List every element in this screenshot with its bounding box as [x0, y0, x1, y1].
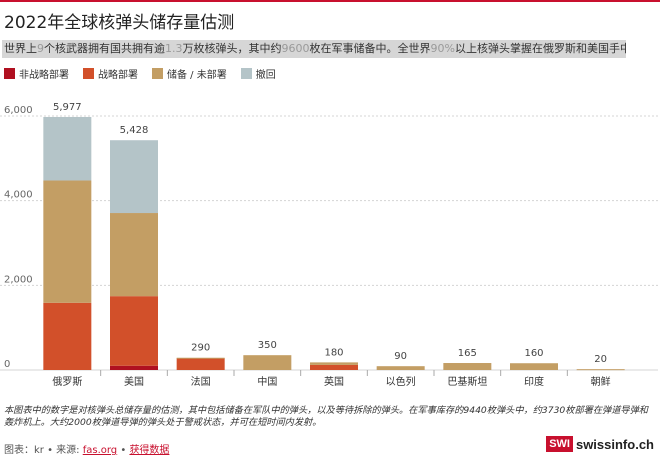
x-tick-label: 英国 — [324, 375, 344, 388]
subtitle-part: 以上核弹头掌握在俄罗斯和美国手中。 — [454, 42, 626, 55]
legend-swatch — [152, 68, 163, 79]
subtitle-part: 枚在军事储备中。全世界 — [309, 42, 431, 55]
x-tick-label: 美国 — [124, 375, 144, 388]
bar-segment — [43, 180, 92, 303]
bar-segment — [43, 302, 92, 370]
legend-item: 撤回 — [240, 66, 276, 81]
chart-subtitle: 世界上9个核武器拥有国共拥有逾1.3万枚核弹头，其中约9600枚在军事储备中。全… — [2, 40, 626, 58]
total-label: 20 — [594, 354, 607, 365]
x-tick-label: 印度 — [524, 375, 544, 388]
chart-note: 本图表中的数字是对核弹头总储存量的估测，其中包括储备在军队中的弹头，以及等待拆除… — [4, 405, 648, 428]
chart-footer: 图表：kr • 来源: fas.org • 获得数据 — [4, 441, 169, 456]
bar-segment — [376, 366, 425, 370]
bar-segment — [176, 357, 225, 359]
subtitle-part: 世界上 — [4, 42, 37, 55]
bar-segment — [176, 358, 225, 370]
subtitle-part: 万枚核弹头，其中约 — [182, 42, 282, 55]
legend-swatch — [83, 68, 94, 79]
total-label: 290 — [191, 343, 210, 354]
source-link[interactable]: fas.org — [82, 445, 118, 456]
get-data-link[interactable]: 获得数据 — [129, 445, 170, 456]
legend-swatch — [240, 68, 252, 79]
legend-label: 储备 / 未部署 — [167, 70, 227, 81]
total-label: 90 — [394, 351, 407, 362]
logo-wordmark: swissinfo.ch — [575, 436, 654, 452]
bar-segment — [110, 213, 158, 297]
bar-segment — [443, 363, 492, 370]
swissinfo-logo[interactable]: SWI swissinfo.ch — [546, 436, 654, 452]
total-label: 350 — [258, 340, 277, 351]
bar-segment — [110, 296, 158, 366]
bar-segment — [43, 116, 92, 181]
bar-segment — [310, 362, 358, 365]
x-tick-label: 巴基斯坦 — [447, 375, 487, 388]
legend-label: 撤回 — [255, 70, 276, 81]
bar-segment — [310, 364, 358, 370]
bar-segment — [110, 365, 158, 370]
total-label: 160 — [524, 348, 543, 359]
x-tick-label: 法国 — [191, 375, 211, 388]
y-tick-label: 6,000 — [4, 105, 33, 116]
legend-label: 战略部署 — [98, 70, 138, 81]
total-label: 5,428 — [120, 125, 149, 136]
legend-label: 非战略部署 — [19, 70, 69, 81]
footer-separator: • — [117, 445, 130, 456]
x-tick-label: 朝鲜 — [591, 375, 611, 388]
total-label: 165 — [458, 348, 477, 359]
legend-item: 储备 / 未部署 — [152, 66, 227, 81]
y-tick-label: 2,000 — [4, 274, 33, 285]
total-label: 5,977 — [53, 102, 82, 113]
logo-mark: SWI — [546, 436, 573, 452]
subtitle-part: 90% — [430, 42, 455, 55]
bar-segment — [243, 355, 292, 370]
x-tick-label: 以色列 — [386, 375, 416, 388]
top-accent-line — [0, 0, 660, 2]
legend-swatch — [4, 68, 15, 79]
subtitle-part: 9 — [37, 42, 44, 55]
legend-item: 非战略部署 — [4, 66, 69, 81]
subtitle-part: 1.3 — [165, 42, 183, 55]
legend: 非战略部署 战略部署 储备 / 未部署 撤回 — [4, 66, 290, 81]
subtitle-part: 个核武器拥有国共拥有逾 — [44, 42, 165, 55]
x-tick-label: 俄罗斯 — [52, 375, 82, 388]
chart-title: 2022年全球核弹头储存量估测 — [4, 13, 235, 33]
bar-segment — [576, 369, 625, 371]
footer-credit: 图表：kr • 来源: — [4, 445, 83, 456]
total-label: 180 — [324, 347, 343, 358]
bar-segment — [510, 363, 558, 370]
subtitle-part: 9600 — [281, 42, 310, 55]
x-tick-label: 中国 — [257, 375, 277, 388]
bar-segment — [110, 140, 158, 214]
legend-item: 战略部署 — [83, 66, 138, 81]
y-tick-label: 0 — [4, 359, 10, 370]
y-tick-label: 4,000 — [4, 190, 33, 201]
